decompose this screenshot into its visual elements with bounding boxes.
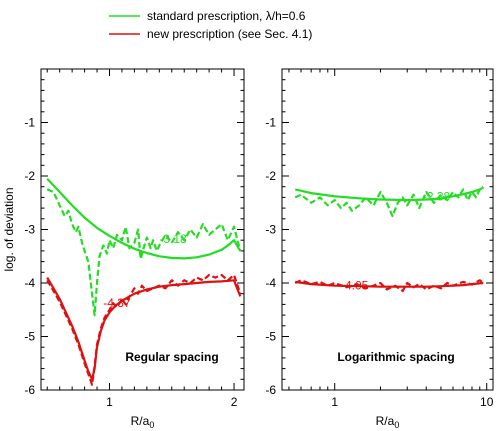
legend-label-0: standard prescription, λ/h=0.6 [147,9,306,23]
y-axis-label: log. of deviation [2,187,16,271]
y-tick-label: -2 [24,169,35,183]
panel-title: Regular spacing [125,350,218,364]
y-tick-label: -6 [265,383,276,397]
y-tick-label: -5 [265,330,276,344]
legend-label-1: new prescription (see Sec. 4.1) [147,27,312,41]
x-axis-label: R/a0 [131,414,155,430]
y-tick-label: -3 [24,223,35,237]
panel-regular-spacing: -6 -5 -4 -3 -2 -1 1 2 R/a0 log. of deviation -3.18… [2,68,245,430]
y-tick-label: -4 [24,276,35,290]
y-tick-label: -4 [265,276,276,290]
plot-frame [281,68,494,391]
x-tick-label: 1 [106,395,113,409]
x-tick-label: 1 [331,395,338,409]
series-line-1 [294,185,484,218]
x-tick-label: 2 [231,395,238,409]
y-tick-label: -1 [265,116,276,130]
series-line-1 [46,188,242,317]
data-label-0: -2.38 [423,189,451,203]
series-line-3 [46,273,242,386]
series-line-0 [46,177,242,260]
x-axis-label: R/a0 [376,414,400,430]
panel-logarithmic-spacing: -6 -5 -4 -3 -2 -1 1 10 R/a0 -2.38 -4.05 Logarithmic… [265,68,494,430]
y-tick-label: -1 [24,116,35,130]
series-line-2 [46,277,242,381]
series-line-0 [294,186,484,202]
x-tick-label: 10 [480,395,494,409]
y-tick-label: -2 [265,169,276,183]
y-tick-label: -5 [24,330,35,344]
data-label-1: -4.37 [103,296,131,310]
plot-frame [40,68,245,391]
y-tick-label: -6 [24,383,35,397]
y-tick-label: -3 [265,223,276,237]
series-line-3 [294,279,484,293]
data-label-1: -4.05 [341,279,369,293]
data-label-0: -3.18 [159,232,187,246]
legend: standard prescription, λ/h=0.6 new prescr… [109,9,312,41]
panel-title: Logarithmic spacing [337,350,454,364]
